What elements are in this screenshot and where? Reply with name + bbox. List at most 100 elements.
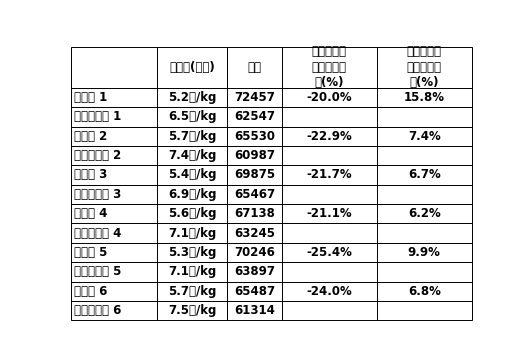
Bar — [227, 146, 281, 165]
Text: -24.0%: -24.0% — [306, 285, 352, 298]
Text: 6.7%: 6.7% — [408, 168, 441, 182]
Text: 7.5元/kg: 7.5元/kg — [168, 304, 216, 317]
Bar — [157, 262, 227, 282]
Text: 7.1元/kg: 7.1元/kg — [168, 227, 216, 240]
Bar — [377, 262, 472, 282]
Text: 效价: 效价 — [248, 61, 261, 74]
Bar — [281, 185, 377, 204]
Text: 63897: 63897 — [234, 265, 275, 278]
Bar — [281, 262, 377, 282]
Text: 61314: 61314 — [234, 304, 275, 317]
Bar — [227, 301, 281, 320]
Bar — [377, 223, 472, 243]
Bar — [281, 146, 377, 165]
Text: 5.6元/kg: 5.6元/kg — [168, 207, 216, 220]
Text: 72457: 72457 — [234, 91, 275, 104]
Text: -25.4%: -25.4% — [306, 246, 352, 259]
Bar — [157, 185, 227, 204]
Text: 65487: 65487 — [234, 285, 275, 298]
Bar — [157, 223, 227, 243]
Bar — [157, 107, 227, 127]
Bar — [377, 204, 472, 223]
Bar — [281, 107, 377, 127]
Bar — [377, 47, 472, 88]
Bar — [377, 185, 472, 204]
Bar — [227, 185, 281, 204]
Bar — [281, 223, 377, 243]
Bar — [281, 88, 377, 107]
Text: 实施例与对
比例成本比
较(%): 实施例与对 比例成本比 较(%) — [312, 45, 346, 89]
Bar — [377, 301, 472, 320]
Bar — [71, 223, 157, 243]
Bar — [227, 107, 281, 127]
Text: 实施例 1: 实施例 1 — [74, 91, 107, 104]
Text: 60987: 60987 — [234, 149, 275, 162]
Bar — [71, 146, 157, 165]
Bar — [227, 47, 281, 88]
Text: 补糖量(成本): 补糖量(成本) — [169, 61, 215, 74]
Text: 对比实施例 3: 对比实施例 3 — [74, 188, 121, 201]
Text: 实施例 4: 实施例 4 — [74, 207, 107, 220]
Text: 对比实施例 2: 对比实施例 2 — [74, 149, 121, 162]
Text: 对比实施例 1: 对比实施例 1 — [74, 110, 121, 123]
Bar — [157, 282, 227, 301]
Text: 5.3元/kg: 5.3元/kg — [168, 246, 216, 259]
Bar — [281, 127, 377, 146]
Bar — [157, 47, 227, 88]
Text: 对比实施例 4: 对比实施例 4 — [74, 227, 121, 240]
Bar — [227, 243, 281, 262]
Bar — [377, 165, 472, 185]
Bar — [377, 107, 472, 127]
Text: 5.7元/kg: 5.7元/kg — [168, 130, 216, 143]
Text: 对比实施例 5: 对比实施例 5 — [74, 265, 121, 278]
Text: 63245: 63245 — [234, 227, 275, 240]
Text: 6.8%: 6.8% — [408, 285, 441, 298]
Text: 实施例 5: 实施例 5 — [74, 246, 107, 259]
Bar — [377, 146, 472, 165]
Bar — [157, 301, 227, 320]
Bar — [157, 243, 227, 262]
Text: -20.0%: -20.0% — [306, 91, 352, 104]
Bar — [71, 204, 157, 223]
Bar — [227, 88, 281, 107]
Bar — [157, 204, 227, 223]
Text: 15.8%: 15.8% — [404, 91, 445, 104]
Bar — [281, 165, 377, 185]
Text: 9.9%: 9.9% — [408, 246, 441, 259]
Text: 69875: 69875 — [234, 168, 275, 182]
Text: 62547: 62547 — [234, 110, 275, 123]
Text: -21.1%: -21.1% — [306, 207, 352, 220]
Bar — [71, 165, 157, 185]
Bar — [227, 165, 281, 185]
Text: 7.4%: 7.4% — [408, 130, 441, 143]
Text: 5.7元/kg: 5.7元/kg — [168, 285, 216, 298]
Bar — [281, 243, 377, 262]
Bar — [377, 127, 472, 146]
Text: -21.7%: -21.7% — [306, 168, 352, 182]
Text: 70246: 70246 — [234, 246, 275, 259]
Bar — [281, 204, 377, 223]
Bar — [227, 262, 281, 282]
Text: 6.2%: 6.2% — [408, 207, 441, 220]
Bar — [157, 146, 227, 165]
Text: 7.1元/kg: 7.1元/kg — [168, 265, 216, 278]
Text: 65467: 65467 — [234, 188, 275, 201]
Bar — [71, 47, 157, 88]
Text: -22.9%: -22.9% — [306, 130, 352, 143]
Bar — [71, 185, 157, 204]
Bar — [71, 243, 157, 262]
Bar — [227, 223, 281, 243]
Bar — [157, 165, 227, 185]
Bar — [71, 127, 157, 146]
Text: 5.4元/kg: 5.4元/kg — [168, 168, 216, 182]
Bar — [157, 127, 227, 146]
Bar — [71, 301, 157, 320]
Bar — [227, 204, 281, 223]
Text: 实施例 6: 实施例 6 — [74, 285, 107, 298]
Bar — [377, 88, 472, 107]
Bar — [71, 88, 157, 107]
Text: 实施例 2: 实施例 2 — [74, 130, 107, 143]
Text: 实施例 3: 实施例 3 — [74, 168, 107, 182]
Bar — [227, 282, 281, 301]
Bar — [377, 243, 472, 262]
